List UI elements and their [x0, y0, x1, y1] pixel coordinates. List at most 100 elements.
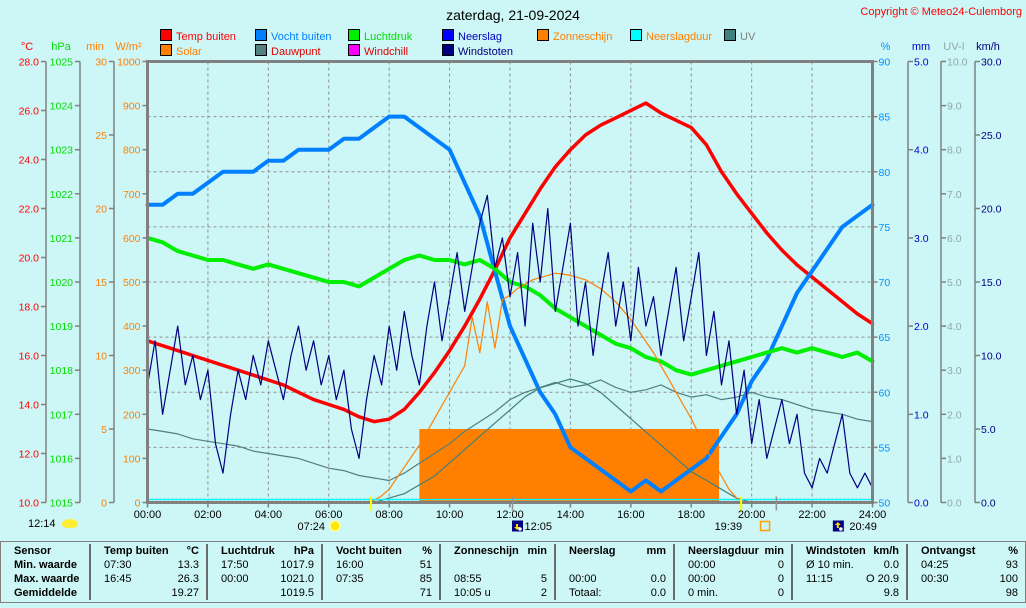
axis-title-°C: °C: [21, 41, 33, 53]
axis-tick-label: 90: [879, 57, 891, 69]
axis-tick-label: 8.0: [947, 145, 962, 157]
table-cell-text: 13.3: [177, 559, 199, 571]
axis-title-W/m²: W/m²: [115, 41, 142, 53]
axis-tick-label: 7.0: [947, 189, 962, 201]
table-cell-text: km/h: [873, 545, 899, 557]
axis-tick-label: 900: [123, 101, 141, 113]
table-cell: 00:00 0: [673, 572, 791, 586]
axis-tick-label: 6.0: [947, 233, 962, 245]
legend-item-luchtdruk: Luchtdruk: [348, 29, 412, 43]
table-cell-text: hPa: [293, 545, 314, 557]
x-tick-label: 20:00: [738, 509, 766, 521]
axis-tick-label: 80: [879, 167, 891, 179]
table-cell-text: 19.27: [171, 587, 199, 599]
axis-tick-label: 0.0: [914, 498, 929, 510]
legend-label: Temp buiten: [176, 31, 236, 43]
axis-tick-label: 26.0: [19, 106, 40, 118]
axis-tick-label: 50: [879, 498, 891, 510]
table-cell-text: 11:15: [806, 573, 833, 585]
axis-tick-label: 15: [95, 277, 107, 289]
axis-tick-label: 60: [879, 387, 891, 399]
table-cell-text: 71: [419, 587, 432, 599]
axis-tick-label: 15.0: [981, 277, 1002, 289]
axis-tick-label: 22.0: [19, 204, 40, 216]
table-header-temp-buiten: Temp buiten °C: [89, 544, 206, 558]
legend-label: Windchill: [364, 46, 409, 58]
legend-label: Solar: [176, 46, 202, 58]
table-cell: 71: [321, 586, 439, 600]
marker-time-sunrise: 07:24: [298, 521, 326, 533]
axis-tick-label: 1017: [50, 409, 74, 421]
sunrise-icon: [329, 520, 341, 532]
table-cell-text: 5: [540, 573, 547, 585]
legend-label: Windstoten: [458, 46, 514, 58]
axis-tick-label: 10.0: [947, 57, 968, 69]
axis-tick-label: 55: [879, 442, 891, 454]
axis-tick-label: 800: [123, 145, 141, 157]
moon-dot: [518, 527, 522, 531]
x-tick-label: 10:00: [436, 509, 464, 521]
axis-tick-label: 28.0: [19, 57, 40, 69]
table-cell-text: 0.0: [650, 573, 666, 585]
axis-tick-label: 3.0: [914, 233, 929, 245]
x-tick-label: 16:00: [617, 509, 645, 521]
axis-tick-label: 100: [123, 453, 141, 465]
table-cell-text: 10:05 u: [454, 587, 491, 599]
axis-tick-label: 75: [879, 222, 891, 234]
legend-label: Dauwpunt: [271, 46, 321, 58]
axis-tick-label: 10.0: [19, 498, 40, 510]
axis-tick-label: 25: [95, 130, 107, 142]
table-cell-text: Ontvangst: [921, 545, 976, 557]
table-cell-text: 26.3: [177, 573, 199, 585]
sunset-icon: [759, 520, 771, 532]
table-cell-text: 51: [419, 559, 432, 571]
table-cell-text: mm: [646, 545, 666, 557]
axis-tick-label: 10.0: [981, 351, 1002, 363]
axis-tick-label: 600: [123, 233, 141, 245]
series-windstoten: [146, 194, 874, 489]
table-row-label: Gemiddelde: [14, 587, 77, 599]
table-cell-text: 00:00: [688, 559, 716, 571]
table-cell: 16:00 51: [321, 558, 439, 572]
table-row-label: Min. waarde: [14, 559, 77, 571]
legend-label: UV: [740, 31, 756, 43]
table-cell-text: Neerslagduur: [688, 545, 759, 557]
x-tick-label: 04:00: [255, 509, 283, 521]
legend-swatch-icon: [442, 29, 454, 41]
table-cell-text: Luchtdruk: [221, 545, 275, 557]
legend-label: Neerslag: [458, 31, 503, 43]
legend-item-neerslagduur: Neerslagduur: [630, 29, 712, 43]
table-cell: Ø 10 min. 0.0: [791, 558, 906, 572]
table-cell: 08:55 5: [439, 572, 554, 586]
table-cell-text: 0: [777, 559, 784, 571]
axis-tick-label: 1021: [50, 233, 74, 245]
axis-tick-label: 5.0: [981, 424, 996, 436]
marker-time-sunset: 19:39: [715, 521, 743, 533]
axis-tick-label: 1023: [50, 145, 74, 157]
axis-title-mm: mm: [912, 41, 930, 53]
x-tick-label: 08:00: [375, 509, 403, 521]
axis-title-km/h: km/h: [976, 41, 1000, 53]
table-cell: Totaal: 0.0: [554, 586, 673, 600]
axis-tick-label: 14.0: [19, 400, 40, 412]
table-cell-text: 08:55: [454, 573, 482, 585]
x-tick-label: 06:00: [315, 509, 343, 521]
legend-swatch-icon: [724, 29, 736, 41]
table-cell-text: 07:35: [336, 573, 364, 585]
legend-item-dauwpunt: Dauwpunt: [255, 44, 321, 58]
table-cell-text: 1017.9: [280, 559, 314, 571]
x-tick-label: 14:00: [557, 509, 585, 521]
table-cell-text: 1019.5: [280, 587, 314, 599]
table-cell: 98: [906, 586, 1025, 600]
axis-tick-label: 1018: [50, 365, 74, 377]
axis-title-hPa: hPa: [51, 41, 71, 53]
legend-swatch-icon: [348, 44, 360, 56]
table-cell-text: 00:00: [221, 573, 249, 585]
axis-tick-label: 1.0: [914, 409, 929, 421]
legend-item-temp-buiten: Temp buiten: [160, 29, 236, 43]
axis-tick-label: 1019: [50, 321, 74, 333]
table-cell: [439, 558, 554, 572]
table-cell-text: 85: [419, 573, 432, 585]
table-header-neerslag: Neerslag mm: [554, 544, 673, 558]
